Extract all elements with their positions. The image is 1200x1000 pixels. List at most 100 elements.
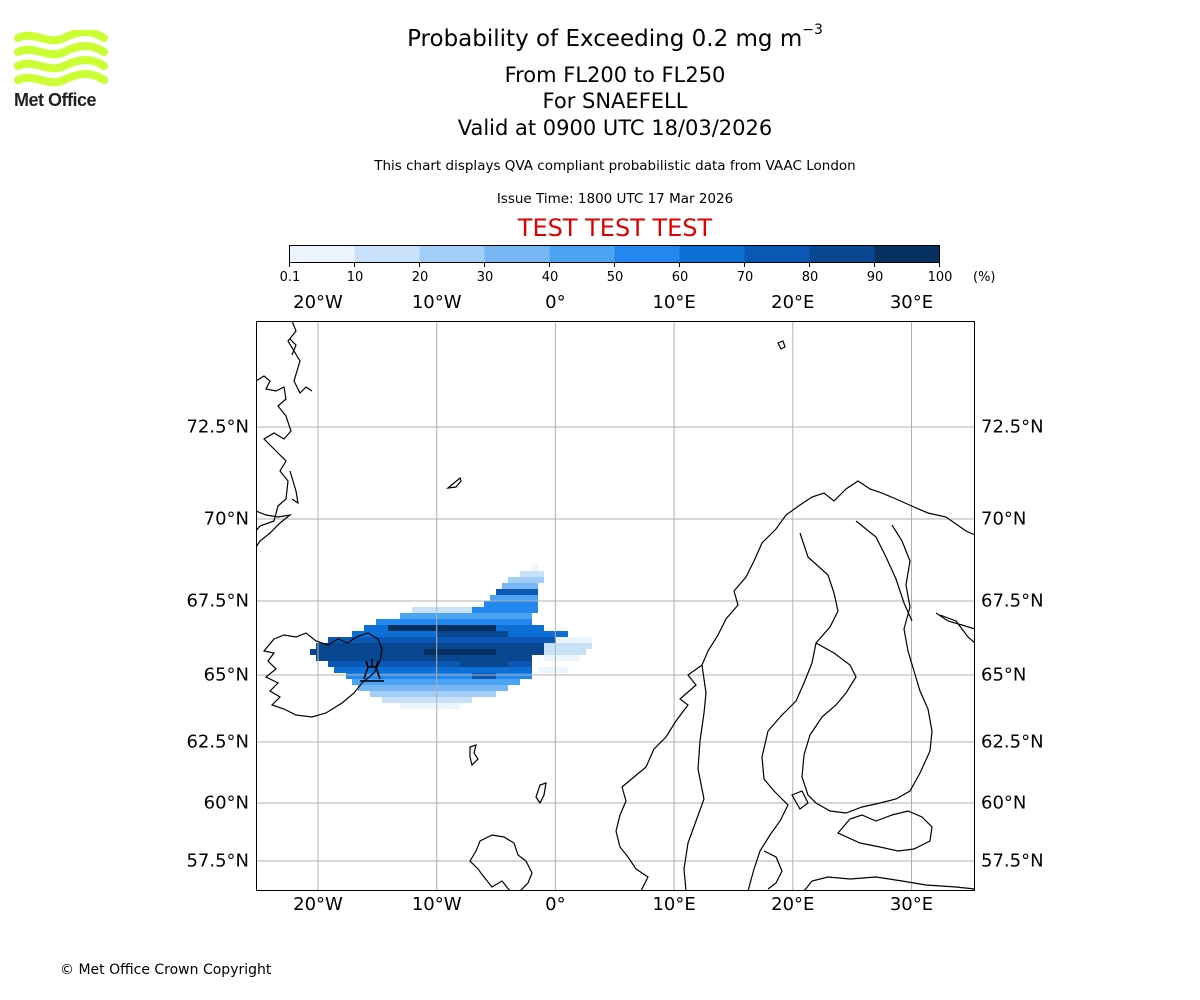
- longitude-label: 10°E: [652, 894, 696, 915]
- iceland-coast: [262, 632, 383, 718]
- colorbar-segment: [549, 245, 615, 263]
- longitude-label: 10°E: [652, 292, 696, 313]
- plume-band: [472, 607, 538, 613]
- colorbar-tick-label: 30: [476, 270, 494, 285]
- latitude-label: 65°N: [203, 664, 249, 686]
- scotland-coast: [469, 834, 533, 891]
- latitude-label: 57.5°N: [981, 850, 1044, 872]
- plume-band: [520, 571, 544, 577]
- colorbar-segment: [614, 245, 680, 263]
- met-office-logo: Met Office: [14, 28, 109, 115]
- longitude-label: 0°: [545, 894, 566, 915]
- latitude-label: 65°N: [981, 664, 1027, 686]
- plume-band: [328, 637, 568, 643]
- valid-time: Valid at 0900 UTC 18/03/2026: [457, 116, 773, 140]
- longitude-label: 0°: [545, 292, 566, 313]
- latitude-label: 60°N: [203, 792, 249, 814]
- plume-band: [376, 619, 532, 625]
- plume-core: [460, 661, 508, 667]
- colorbar-tick-label: 70: [736, 270, 754, 285]
- plume-band: [358, 685, 508, 691]
- plume-core: [388, 625, 496, 631]
- colorbar-tick-label: 0.1: [279, 270, 301, 285]
- baltic-coast: [837, 810, 933, 852]
- latitude-label: 67.5°N: [186, 590, 249, 612]
- plume-fringe: [538, 667, 568, 673]
- colorbar-tick-label: 40: [541, 270, 559, 285]
- graticule: [256, 321, 975, 891]
- plume-core: [496, 589, 538, 595]
- plume-band: [412, 607, 472, 613]
- logo-waves-icon: [14, 28, 108, 87]
- plume-band: [484, 601, 538, 607]
- map-frame: [256, 321, 975, 891]
- colorbar-tick-label: 20: [411, 270, 429, 285]
- plume-band: [352, 679, 520, 685]
- issue-time: Issue Time: 1800 UTC 17 Mar 2026: [496, 191, 734, 207]
- colorbar-segment: [874, 245, 940, 263]
- longitude-label: 10°W: [411, 894, 462, 915]
- latitude-label: 57.5°N: [186, 850, 249, 872]
- test-banner: TEST TEST TEST: [517, 214, 713, 242]
- plume-band: [382, 697, 472, 703]
- plume-band: [316, 655, 532, 661]
- latitude-label: 70°N: [981, 508, 1027, 530]
- longitude-label: 20°W: [293, 292, 343, 313]
- plume-band: [328, 661, 532, 667]
- latitude-label: 62.5°N: [186, 731, 249, 753]
- faroe-islands-coast: [469, 744, 479, 767]
- colorbar-segment: [354, 245, 420, 263]
- latitude-label: 67.5°N: [981, 590, 1044, 612]
- longitude-label: 20°E: [771, 292, 815, 313]
- chart-title: Probability of Exceeding 0.2 mg m−3: [407, 22, 823, 52]
- longitude-label: 30°E: [889, 894, 934, 915]
- plume-band: [346, 673, 532, 679]
- kola-peninsula-coast: [935, 612, 975, 630]
- latitude-label: 72.5°N: [981, 416, 1044, 438]
- colorbar-segment: [484, 245, 550, 263]
- plume-fringe: [556, 637, 592, 643]
- longitude-label: 30°E: [889, 292, 934, 313]
- ash-probability-field: [310, 565, 592, 709]
- colorbar-segment: [744, 245, 810, 263]
- plume-band: [508, 577, 544, 583]
- latitude-label: 62.5°N: [981, 731, 1044, 753]
- colorbar-tick-label: 80: [801, 270, 819, 285]
- colorbar-segment: [809, 245, 875, 263]
- colorbar-segment: [419, 245, 485, 263]
- sweden-finland-border: [747, 532, 839, 891]
- coastlines: [256, 321, 975, 891]
- volcano-name: For SNAEFELL: [542, 89, 688, 113]
- logo-text: Met Office: [14, 90, 97, 110]
- flight-level-range: From FL200 to FL250: [504, 63, 726, 87]
- data-note: This chart displays QVA compliant probab…: [374, 158, 856, 174]
- copyright: © Met Office Crown Copyright: [60, 962, 272, 978]
- colorbar-tick-label: 100: [927, 270, 953, 285]
- plume-band: [400, 613, 532, 619]
- latitude-label: 72.5°N: [186, 416, 249, 438]
- colorbar-tick-label: 60: [671, 270, 689, 285]
- plume-fringe: [544, 649, 586, 655]
- greenland-coast: [256, 375, 292, 532]
- colorbar-segment: [679, 245, 745, 263]
- plume-band: [502, 583, 538, 589]
- plume-band: [370, 691, 496, 697]
- plume-fringe: [544, 655, 580, 661]
- norway-coast: [615, 480, 975, 891]
- logo-wave: [14, 42, 108, 59]
- latitude-label: 60°N: [981, 792, 1027, 814]
- map-panel: [256, 321, 975, 891]
- colorbar-tick-label: 50: [606, 270, 624, 285]
- plume-band: [316, 643, 568, 649]
- jan-mayen-coast: [446, 476, 462, 489]
- logo-wave: [14, 28, 108, 45]
- logo-wave: [14, 70, 108, 87]
- plume-band: [334, 667, 532, 673]
- plume-fringe: [544, 643, 592, 649]
- logo-wave: [14, 56, 108, 73]
- plume-core: [424, 649, 496, 655]
- gulf-of-bothnia-coast: [801, 524, 933, 814]
- plume-band: [532, 565, 538, 571]
- colorbar-segment: [289, 245, 355, 263]
- shetland-coast: [535, 782, 547, 805]
